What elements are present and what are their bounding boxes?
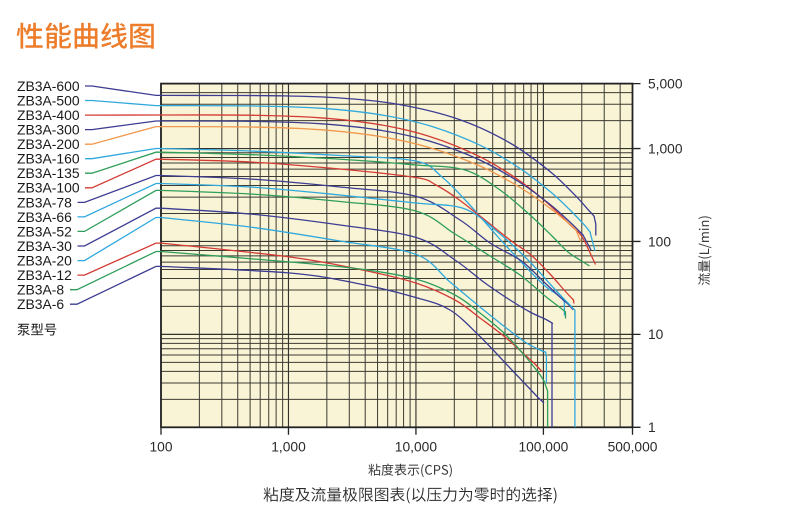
svg-text:ZB3A-8: ZB3A-8 <box>17 282 64 298</box>
svg-text:ZB3A-160: ZB3A-160 <box>17 151 80 167</box>
svg-text:ZB3A-12: ZB3A-12 <box>17 267 72 283</box>
svg-text:ZB3A-78: ZB3A-78 <box>17 194 72 210</box>
svg-text:5,000: 5,000 <box>648 76 683 91</box>
svg-text:10,000: 10,000 <box>395 440 438 455</box>
svg-text:ZB3A-6: ZB3A-6 <box>17 296 64 312</box>
svg-text:100: 100 <box>648 234 671 249</box>
svg-text:ZB3A-20: ZB3A-20 <box>17 252 72 268</box>
svg-text:10: 10 <box>648 327 664 342</box>
svg-text:1: 1 <box>648 420 656 435</box>
svg-text:ZB3A-66: ZB3A-66 <box>17 209 72 225</box>
svg-text:ZB3A-300: ZB3A-300 <box>17 122 80 138</box>
svg-text:ZB3A-400: ZB3A-400 <box>17 107 80 123</box>
svg-text:ZB3A-200: ZB3A-200 <box>17 136 80 152</box>
svg-text:ZB3A-500: ZB3A-500 <box>17 92 80 108</box>
svg-text:1,000: 1,000 <box>648 141 683 156</box>
svg-text:100,000: 100,000 <box>518 440 568 455</box>
svg-text:ZB3A-30: ZB3A-30 <box>17 238 72 254</box>
svg-text:ZB3A-600: ZB3A-600 <box>17 78 80 94</box>
svg-text:ZB3A-135: ZB3A-135 <box>17 165 80 181</box>
svg-text:ZB3A-100: ZB3A-100 <box>17 180 80 196</box>
svg-text:100: 100 <box>149 440 172 455</box>
svg-text:ZB3A-52: ZB3A-52 <box>17 223 72 239</box>
svg-text:1,000: 1,000 <box>271 440 306 455</box>
svg-text:500,000: 500,000 <box>608 440 658 455</box>
